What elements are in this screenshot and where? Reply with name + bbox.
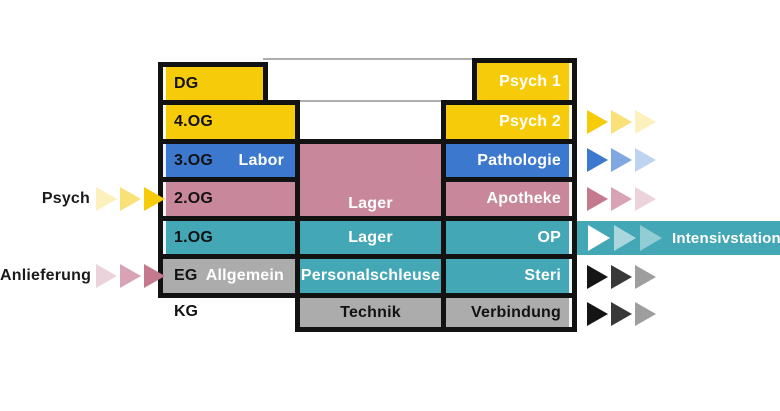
arrow-right-icon: [587, 265, 608, 289]
intensivstation-bar: Intensivstation: [577, 221, 780, 255]
block-steri: Steri: [441, 254, 577, 298]
block-personalschleuse-label: Personalschleuse: [300, 267, 441, 284]
block-psych1-label: Psych 1: [499, 72, 561, 90]
block-kg-label: KG: [174, 303, 198, 320]
block-og4-label: 4.OG: [174, 113, 214, 130]
block-op-label: OP: [537, 228, 561, 246]
arrow-right-icon: [587, 148, 608, 172]
psych-arrows: [96, 187, 165, 211]
arrow-right-icon: [611, 302, 632, 326]
verbindung-exit-arrows: [587, 302, 656, 326]
block-psych2-label: Psych 2: [499, 113, 561, 130]
psych2-exit-arrows: [587, 110, 656, 134]
arrow-right-icon: [587, 187, 608, 211]
block-verbindung-label: Verbindung: [471, 303, 561, 321]
block-dg-label: DG: [174, 74, 199, 92]
block-allgemein-label: Allgemein: [205, 267, 284, 284]
block-og3-label: 3.OG: [174, 151, 214, 169]
arrow-right-icon: [587, 110, 608, 134]
arrow-right-icon: [640, 225, 662, 251]
arrow-right-icon: [96, 264, 117, 288]
block-steri-label: Steri: [524, 267, 561, 284]
block-pathologie: Pathologie: [441, 139, 577, 182]
block-lager-upper-label: Lager: [348, 195, 393, 212]
arrow-right-icon: [144, 264, 165, 288]
block-lager-upper: Lager: [295, 139, 446, 221]
block-og2-label: 2.OG: [174, 190, 214, 207]
block-apotheke: Apotheke: [441, 177, 577, 221]
block-eg-label: EG: [174, 267, 198, 284]
arrow-right-icon: [120, 264, 141, 288]
block-labor-label: Labor: [238, 151, 284, 169]
block-og3-labor: 3.OG Labor: [158, 139, 300, 182]
arrow-right-icon: [635, 148, 656, 172]
arrow-right-icon: [588, 225, 610, 251]
arrow-right-icon: [635, 302, 656, 326]
block-apotheke-label: Apotheke: [486, 190, 561, 207]
steri-exit-arrows: [587, 265, 656, 289]
block-og4: 4.OG: [158, 100, 300, 144]
block-pathologie-label: Pathologie: [477, 151, 561, 169]
block-og1-label: 1.OG: [174, 228, 214, 246]
arrow-right-icon: [587, 302, 608, 326]
block-kg: KG: [163, 297, 254, 327]
block-eg-allgemein: EG Allgemein: [158, 254, 300, 298]
block-op: OP: [441, 216, 577, 259]
arrow-right-icon: [635, 265, 656, 289]
block-technik: Technik: [295, 293, 446, 332]
arrow-right-icon: [611, 187, 632, 211]
block-personalschleuse: Personalschleuse: [295, 254, 446, 298]
block-lager-1og-label: Lager: [348, 228, 393, 246]
arrow-right-icon: [120, 187, 141, 211]
pathologie-exit-arrows: [587, 148, 656, 172]
block-technik-label: Technik: [340, 303, 401, 321]
arrow-right-icon: [611, 148, 632, 172]
anlieferung-arrows: [96, 264, 165, 288]
block-psych1: Psych 1: [472, 58, 577, 105]
anlieferung-label: Anlieferung: [0, 267, 92, 284]
block-dg: DG: [158, 62, 268, 105]
psych-label: Psych: [41, 190, 90, 207]
arrow-right-icon: [611, 110, 632, 134]
dg-empty-floor-area: [263, 58, 477, 102]
apotheke-exit-arrows: [587, 187, 656, 211]
intensivstation-label: Intensivstation: [672, 229, 780, 247]
arrow-right-icon: [635, 187, 656, 211]
arrow-right-icon: [614, 225, 636, 251]
og4-empty-floor-area: [295, 100, 446, 141]
arrow-right-icon: [96, 187, 117, 211]
arrow-right-icon: [635, 110, 656, 134]
arrow-right-icon: [144, 187, 165, 211]
block-lager-1og: Lager: [295, 216, 446, 259]
arrow-right-icon: [611, 265, 632, 289]
block-psych2: Psych 2: [441, 100, 577, 144]
block-og1: 1.OG: [158, 216, 300, 259]
block-og2: 2.OG: [158, 177, 300, 221]
block-verbindung: Verbindung: [441, 293, 577, 332]
